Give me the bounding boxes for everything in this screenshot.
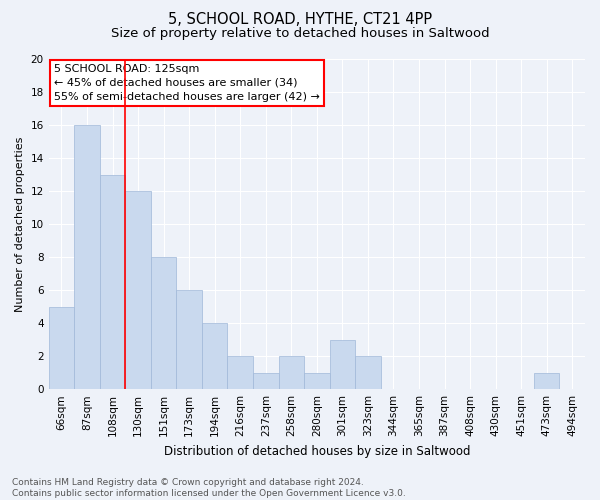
X-axis label: Distribution of detached houses by size in Saltwood: Distribution of detached houses by size …: [164, 444, 470, 458]
Bar: [49, 306, 74, 389]
Bar: [534, 372, 559, 389]
Bar: [125, 191, 151, 389]
Text: Contains HM Land Registry data © Crown copyright and database right 2024.
Contai: Contains HM Land Registry data © Crown c…: [12, 478, 406, 498]
Text: 5, SCHOOL ROAD, HYTHE, CT21 4PP: 5, SCHOOL ROAD, HYTHE, CT21 4PP: [168, 12, 432, 28]
Bar: [278, 356, 304, 389]
Bar: [329, 340, 355, 389]
Text: 5 SCHOOL ROAD: 125sqm
← 45% of detached houses are smaller (34)
55% of semi-deta: 5 SCHOOL ROAD: 125sqm ← 45% of detached …: [54, 64, 320, 102]
Text: Size of property relative to detached houses in Saltwood: Size of property relative to detached ho…: [110, 28, 490, 40]
Bar: [100, 174, 125, 389]
Bar: [176, 290, 202, 389]
Bar: [227, 356, 253, 389]
Bar: [151, 257, 176, 389]
Bar: [355, 356, 380, 389]
Bar: [304, 372, 329, 389]
Bar: [253, 372, 278, 389]
Bar: [202, 323, 227, 389]
Y-axis label: Number of detached properties: Number of detached properties: [15, 136, 25, 312]
Bar: [74, 125, 100, 389]
